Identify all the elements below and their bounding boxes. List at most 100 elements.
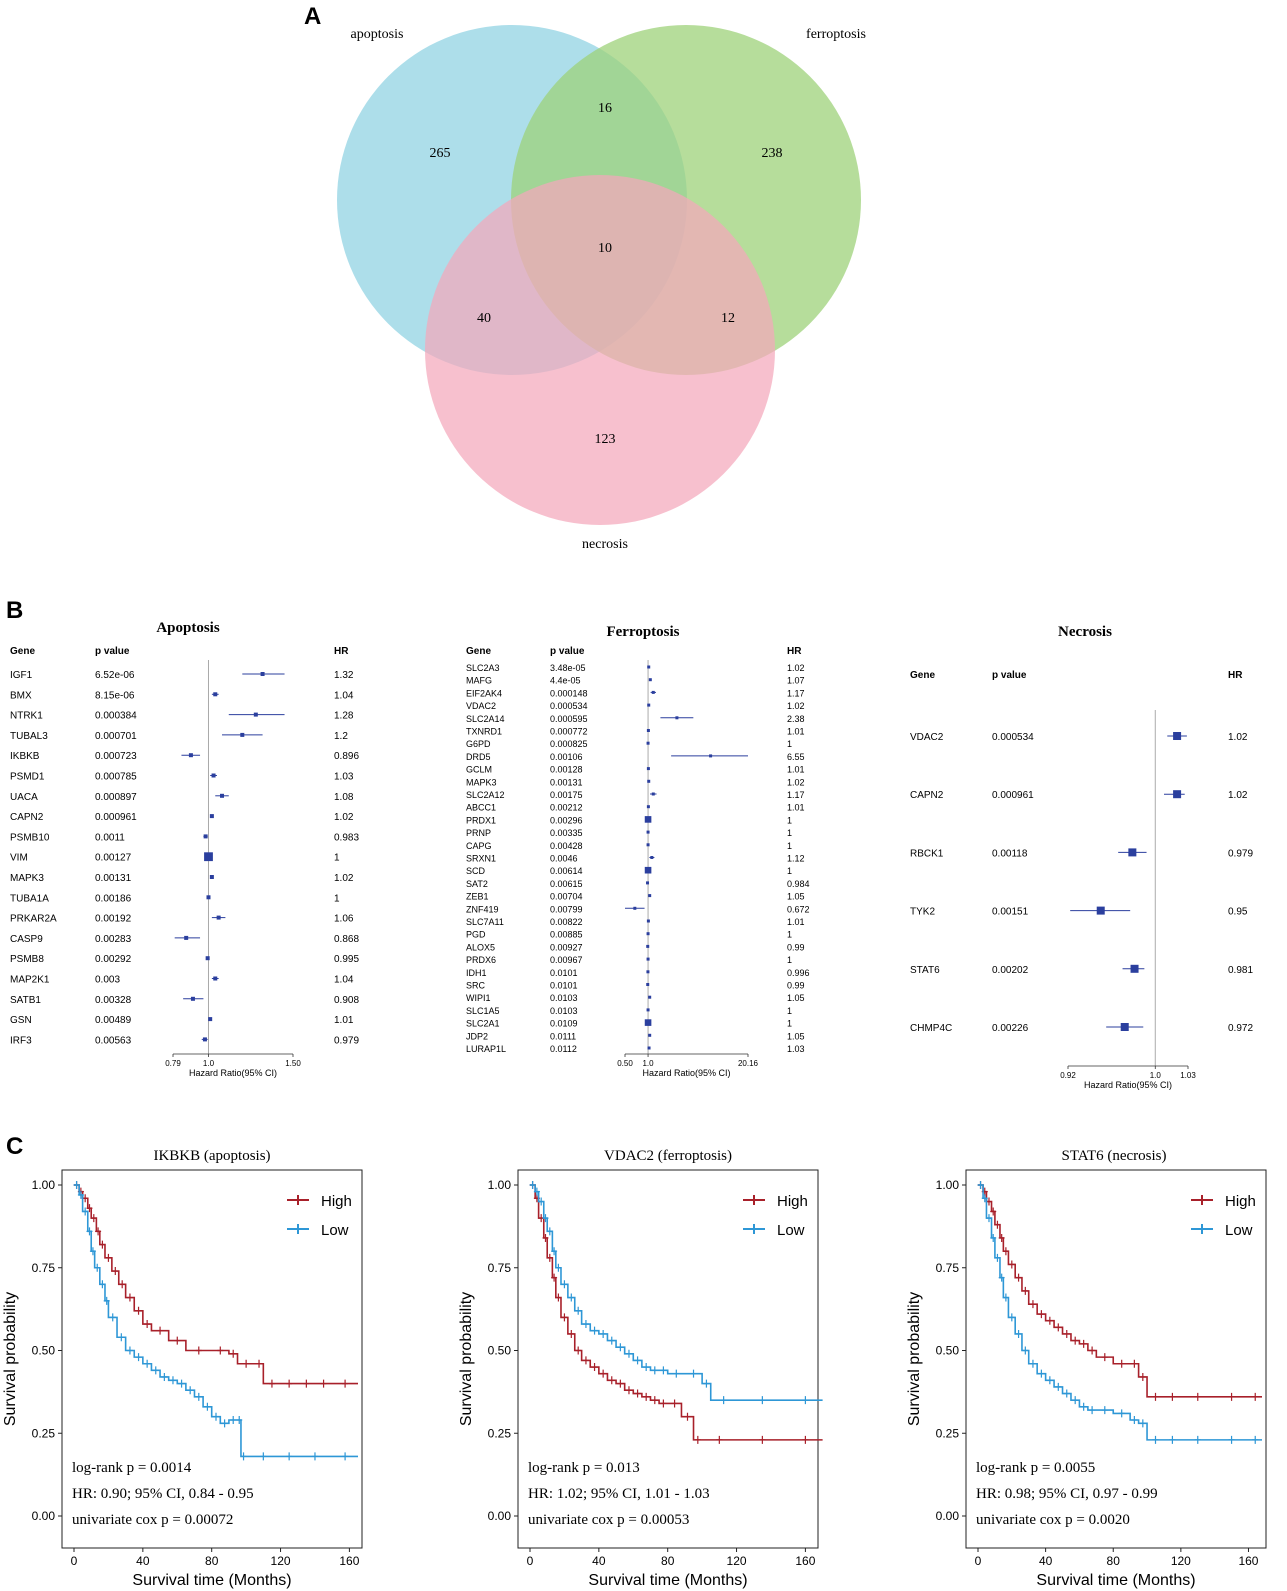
forest-header-hr: HR [1228, 670, 1243, 681]
forest-point [646, 881, 650, 885]
forest-header-p: p value [95, 646, 130, 657]
venn-count-all-three: 10 [598, 241, 612, 256]
km-censor-mark [1131, 1416, 1138, 1425]
forest-p-value: 0.00202 [992, 965, 1029, 976]
forest-gene-label: IDH1 [466, 968, 487, 978]
forest-gene-label: MAPK3 [10, 873, 44, 884]
km-censor-mark [1152, 1435, 1159, 1444]
km-y-tick-label: 0.50 [32, 1344, 56, 1358]
km-censor-mark [643, 1392, 650, 1401]
venn-count-necrosis-only: 123 [595, 432, 616, 447]
km-censor-mark [1080, 1339, 1087, 1348]
km-censor-mark [303, 1379, 310, 1388]
forest-point [188, 753, 193, 758]
forest-gene-label: LURAP1L [466, 1044, 506, 1054]
km-censor-mark [720, 1396, 727, 1405]
km-censor-mark [694, 1435, 701, 1444]
forest-gene-label: SATB1 [10, 995, 41, 1006]
km-censor-mark [575, 1306, 582, 1315]
forest-p-value: 0.00885 [550, 930, 583, 940]
forest-hr-value: 0.984 [787, 879, 810, 889]
forest-gene-label: IKBKB [10, 751, 40, 762]
km-censor-mark [1118, 1409, 1125, 1418]
km-censor-mark [608, 1376, 615, 1385]
km-censor-mark [1152, 1392, 1159, 1401]
km-censor-mark [1139, 1419, 1146, 1428]
km-censor-mark [1063, 1329, 1070, 1338]
forest-header-hr: HR [787, 646, 802, 657]
forest-point [646, 741, 650, 745]
km-censor-mark [617, 1343, 624, 1352]
forest-gene-label: EIF2AK4 [466, 688, 502, 698]
forest-point [646, 805, 650, 809]
forest-hr-value: 1.01 [787, 727, 805, 737]
forest-hr-value: 1 [787, 1019, 792, 1029]
forest-hr-value: 1 [334, 893, 340, 904]
forest-point [240, 732, 245, 737]
km-censor-mark [268, 1379, 275, 1388]
forest-p-value: 0.00192 [95, 914, 132, 925]
km-censor-mark [651, 1396, 658, 1405]
km-censor-mark [243, 1359, 250, 1368]
forest-point [648, 678, 652, 682]
forest-p-value: 0.00822 [550, 917, 583, 927]
forest-hr-value: 1.08 [334, 792, 354, 803]
forest-gene-label: PRDX1 [466, 815, 496, 825]
forest-point [646, 932, 650, 936]
km-x-axis-title: Survival time (Months) [1036, 1572, 1195, 1589]
forest-gene-label: BMX [10, 690, 32, 701]
km-censor-mark [625, 1386, 632, 1395]
forest-hr-value: 1.03 [787, 1044, 805, 1054]
forest-p-value: 6.52e-06 [95, 670, 135, 681]
forest-p-value: 0.000897 [95, 792, 137, 803]
forest-hr-value: 0.99 [787, 981, 805, 991]
forest-hr-value: 0.672 [787, 904, 810, 914]
forest-gene-label: MAP2K1 [10, 975, 50, 986]
forest-hr-value: 1.32 [334, 670, 354, 681]
forest-hr-value: 1.01 [334, 1015, 354, 1026]
forest-point [253, 712, 258, 717]
km-censor-mark [529, 1181, 536, 1189]
km-x-tick-label: 120 [1171, 1554, 1191, 1568]
forest-point [646, 957, 650, 961]
km-censor-mark [161, 1372, 168, 1381]
forest-point [644, 816, 652, 823]
km-y-tick-label: 0.25 [936, 1426, 960, 1440]
forest-gene-label: UACA [10, 792, 38, 803]
forest-p-value: 0.000825 [550, 739, 588, 749]
km-censor-mark [99, 1240, 106, 1249]
forest-gene-label: G6PD [466, 739, 491, 749]
km-censor-mark [671, 1399, 678, 1408]
km-y-tick-label: 0.50 [488, 1344, 512, 1358]
forest-hr-value: 1.02 [334, 812, 354, 823]
forest-p-value: 0.00615 [550, 879, 583, 889]
forest-p-value: 0.00328 [95, 995, 132, 1006]
forest-gene-label: TYK2 [910, 907, 935, 918]
forest-gene-label: GCLM [466, 765, 492, 775]
forest-gene-label: CAPN2 [10, 812, 44, 823]
forest-point [220, 793, 225, 798]
km-stat-text: HR: 0.90; 95% CI, 0.84 - 0.95 [72, 1486, 254, 1502]
km-censor-mark [660, 1399, 667, 1408]
km-censor-mark [759, 1435, 766, 1444]
km-censor-mark [1055, 1382, 1062, 1391]
forest-point [260, 672, 265, 676]
km-censor-mark [90, 1214, 97, 1223]
forest-plot-necrosis: Necrosis Gene p value HR 0.92 1.0 1.03 Hazard R… [910, 624, 1253, 1090]
km-censor-mark [1228, 1392, 1235, 1401]
forest-hr-value: 1.12 [787, 854, 805, 864]
km-censor-mark [684, 1412, 691, 1421]
forest-point [209, 814, 214, 819]
forest-p-value: 0.00704 [550, 892, 583, 902]
forest-point [644, 866, 652, 874]
km-censor-mark [538, 1197, 545, 1206]
km-censor-mark [591, 1326, 598, 1335]
km-censor-mark [542, 1214, 549, 1223]
km-censor-mark [546, 1253, 553, 1262]
km-censor-mark [221, 1419, 228, 1428]
km-censor-mark [551, 1273, 558, 1282]
km-censor-mark [1008, 1313, 1015, 1322]
km-censor-mark [1055, 1323, 1062, 1332]
forest-gene-label: CHMP4C [910, 1023, 952, 1034]
forest-gene-label: GSN [10, 1015, 32, 1026]
